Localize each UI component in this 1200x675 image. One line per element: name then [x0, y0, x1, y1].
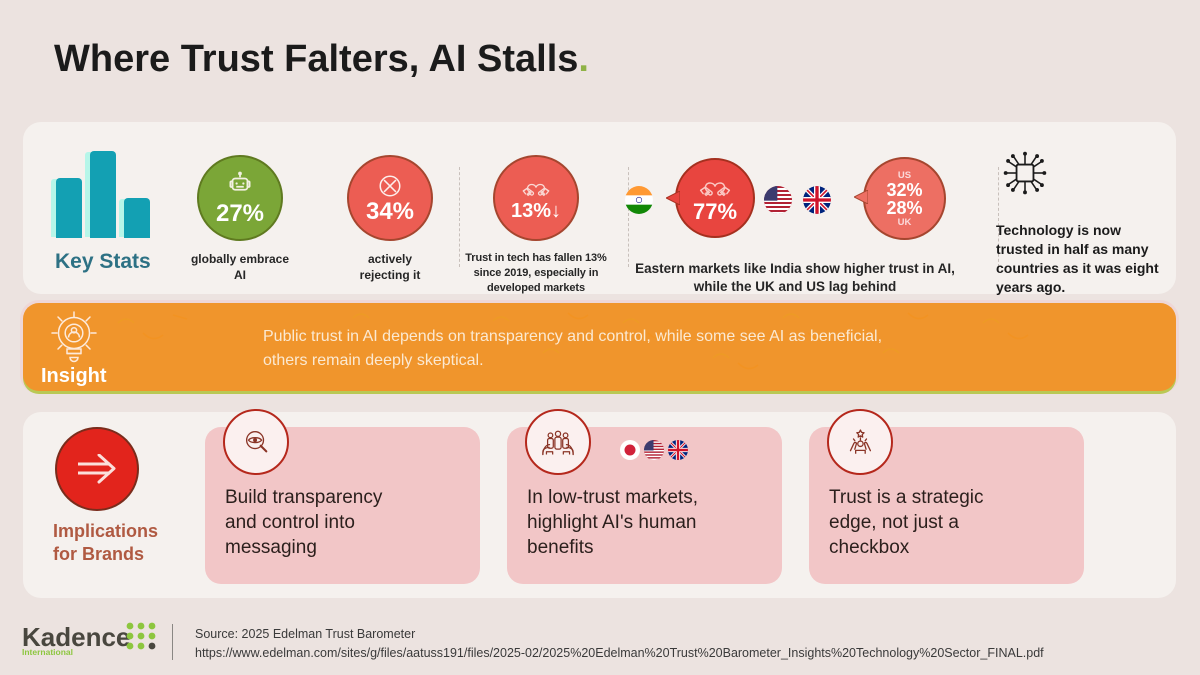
svg-text:International: International: [22, 647, 73, 656]
